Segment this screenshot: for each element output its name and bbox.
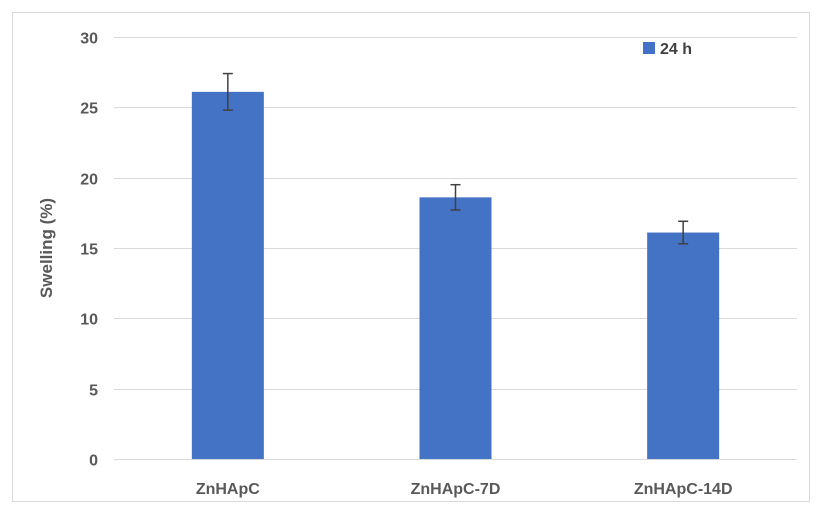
bars: [191, 91, 720, 460]
y-tick-label: 10: [80, 312, 98, 329]
y-axis-label: Swelling (%): [37, 198, 56, 298]
legend-label: 24 h: [660, 41, 692, 58]
y-tick-label: 20: [80, 172, 98, 189]
y-tick-label: 15: [80, 242, 98, 259]
x-tick-label: ZnHApC: [196, 481, 260, 498]
y-axis-ticks: 0 5 10 15 20 25 30: [80, 31, 98, 470]
legend: 24 h: [643, 41, 692, 58]
x-tick-label: ZnHApC-14D: [634, 481, 733, 498]
bar: [191, 91, 264, 460]
error-bars: [222, 72, 689, 245]
x-axis-ticks: ZnHApC ZnHApC-7D ZnHApC-14D: [196, 481, 733, 498]
y-tick-label: 0: [89, 453, 98, 470]
legend-swatch: [643, 42, 655, 54]
x-tick-label: ZnHApC-7D: [411, 481, 501, 498]
y-tick-label: 5: [89, 383, 98, 400]
y-tick-label: 30: [80, 31, 98, 48]
bar: [419, 197, 492, 460]
bar: [647, 232, 720, 459]
y-tick-label: 25: [80, 101, 98, 118]
